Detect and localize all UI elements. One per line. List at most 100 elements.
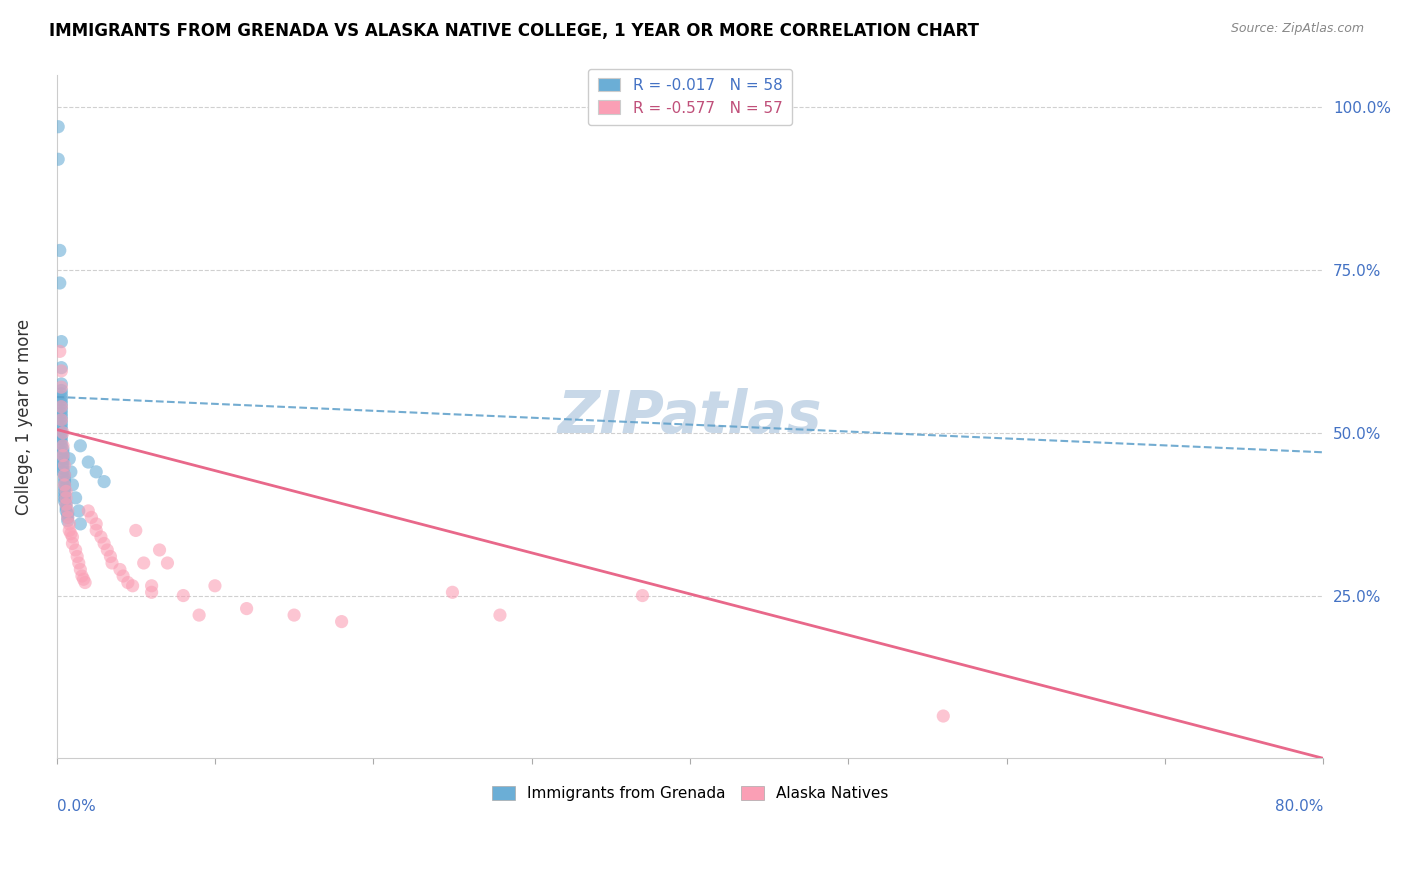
Point	[52, 449, 75, 463]
Point	[53, 484, 76, 499]
Point	[51, 406, 73, 420]
Point	[441, 585, 464, 599]
Point	[62, 530, 84, 544]
Text: 80.0%: 80.0%	[1275, 799, 1323, 814]
Point	[58, 524, 80, 538]
Point	[148, 543, 170, 558]
Y-axis label: College, 1 year or more: College, 1 year or more	[15, 318, 32, 515]
Point	[69, 439, 91, 453]
Point	[53, 468, 76, 483]
Point	[58, 451, 80, 466]
Point	[53, 478, 76, 492]
Point	[58, 516, 80, 531]
Point	[46, 153, 69, 167]
Point	[96, 543, 118, 558]
Point	[51, 432, 73, 446]
Point	[141, 585, 163, 599]
Point	[49, 276, 72, 290]
Point	[56, 507, 79, 521]
Point	[51, 409, 73, 424]
Point	[67, 556, 90, 570]
Point	[101, 556, 124, 570]
Point	[55, 497, 77, 511]
Point	[62, 536, 84, 550]
Point	[53, 491, 76, 505]
Point	[100, 549, 122, 564]
Point	[51, 416, 73, 430]
Text: 0.0%: 0.0%	[56, 799, 96, 814]
Point	[489, 608, 512, 623]
Point	[53, 475, 76, 489]
Point	[53, 494, 76, 508]
Text: ZIPatlas: ZIPatlas	[558, 388, 823, 445]
Point	[77, 504, 100, 518]
Point	[52, 425, 75, 440]
Point	[51, 360, 73, 375]
Point	[72, 572, 94, 586]
Point	[65, 543, 87, 558]
Point	[51, 400, 73, 414]
Point	[52, 451, 75, 466]
Point	[51, 376, 73, 391]
Point	[932, 709, 955, 723]
Point	[51, 403, 73, 417]
Point	[53, 468, 76, 483]
Point	[69, 516, 91, 531]
Point	[51, 396, 73, 410]
Point	[75, 575, 97, 590]
Point	[49, 344, 72, 359]
Point	[51, 425, 73, 440]
Point	[631, 589, 654, 603]
Point	[56, 514, 79, 528]
Point	[53, 458, 76, 473]
Point	[93, 475, 115, 489]
Point	[62, 478, 84, 492]
Point	[51, 380, 73, 394]
Point	[53, 488, 76, 502]
Text: Source: ZipAtlas.com: Source: ZipAtlas.com	[1230, 22, 1364, 36]
Point	[55, 491, 77, 505]
Point	[70, 569, 93, 583]
Point	[84, 516, 107, 531]
Point	[117, 575, 139, 590]
Point	[49, 244, 72, 258]
Point	[51, 429, 73, 443]
Point	[51, 386, 73, 401]
Point	[51, 413, 73, 427]
Point	[52, 455, 75, 469]
Legend: R = -0.017   N = 58, R = -0.577   N = 57: R = -0.017 N = 58, R = -0.577 N = 57	[588, 69, 792, 125]
Point	[330, 615, 353, 629]
Point	[172, 589, 194, 603]
Point	[108, 562, 131, 576]
Point	[51, 384, 73, 398]
Point	[52, 449, 75, 463]
Point	[52, 445, 75, 459]
Point	[56, 510, 79, 524]
Point	[51, 423, 73, 437]
Point	[188, 608, 211, 623]
Point	[46, 120, 69, 134]
Point	[59, 526, 82, 541]
Point	[51, 364, 73, 378]
Point	[90, 530, 112, 544]
Point	[53, 471, 76, 485]
Point	[51, 419, 73, 434]
Point	[59, 465, 82, 479]
Point	[132, 556, 155, 570]
Point	[51, 413, 73, 427]
Point	[53, 481, 76, 495]
Point	[56, 504, 79, 518]
Point	[84, 465, 107, 479]
Point	[77, 455, 100, 469]
Point	[56, 510, 79, 524]
Point	[51, 400, 73, 414]
Point	[55, 500, 77, 515]
Point	[84, 524, 107, 538]
Point	[51, 390, 73, 404]
Point	[51, 439, 73, 453]
Point	[53, 478, 76, 492]
Point	[69, 562, 91, 576]
Point	[55, 484, 77, 499]
Point	[125, 524, 148, 538]
Text: IMMIGRANTS FROM GRENADA VS ALASKA NATIVE COLLEGE, 1 YEAR OR MORE CORRELATION CHA: IMMIGRANTS FROM GRENADA VS ALASKA NATIVE…	[49, 22, 979, 40]
